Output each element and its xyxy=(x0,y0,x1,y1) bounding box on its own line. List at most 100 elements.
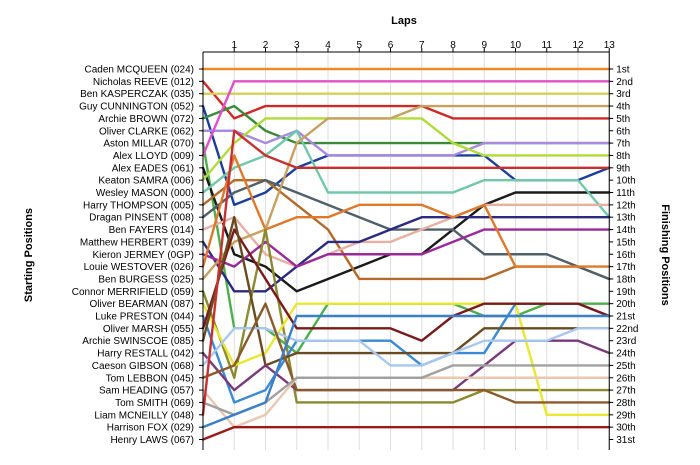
finishing-position-label: 15th xyxy=(616,237,635,248)
lap-tick-label: 7 xyxy=(419,40,425,51)
lap-tick-label: 2 xyxy=(263,40,269,51)
driver-label: Dragan PINSENT (008) xyxy=(89,213,194,224)
series-line-23 xyxy=(201,215,611,367)
finishing-position-label: 8th xyxy=(616,151,630,162)
driver-label: Louie WESTOVER (026) xyxy=(84,262,194,273)
finishing-position-label: 29th xyxy=(616,410,635,421)
series-line-6 xyxy=(201,129,611,157)
driver-label: Ben FAYERS (014) xyxy=(109,225,194,236)
series-line-29 xyxy=(201,129,611,416)
series-line-19 xyxy=(201,228,611,404)
driver-label: Archie SWINSCOE (085) xyxy=(82,336,194,347)
series-line-26 xyxy=(201,302,611,404)
driver-label: Caeson GIBSON (068) xyxy=(92,361,194,372)
driver-label: Harry RESTALL (042) xyxy=(97,349,194,360)
finishing-position-label: 24th xyxy=(616,349,635,360)
series-line-20 xyxy=(201,302,611,416)
finishing-position-label: 20th xyxy=(616,299,635,310)
driver-label: Luke PRESTON (044) xyxy=(95,312,194,323)
finishing-position-label: 7th xyxy=(616,139,630,150)
lap-tick-label: 8 xyxy=(450,40,456,51)
series-line-17 xyxy=(201,154,611,268)
driver-label: Kieron JERMEY (0GP) xyxy=(92,250,194,261)
driver-label: Sam HEADING (057) xyxy=(99,386,194,397)
y-axis-title-left: Starting Positions xyxy=(23,208,35,302)
series-line-11 xyxy=(201,129,611,219)
driver-label: Tom SMITH (069) xyxy=(115,398,194,409)
finishing-position-label: 10th xyxy=(616,176,635,187)
driver-label: Oliver CLARKE (062) xyxy=(99,126,194,137)
series-line-28 xyxy=(201,364,611,416)
driver-label: Caden MCQUEEN (024) xyxy=(85,65,194,76)
driver-label: Alex EADES (061) xyxy=(112,163,194,174)
series-line-30 xyxy=(201,314,611,429)
series-line-22 xyxy=(201,228,611,342)
finishing-position-label: 21st xyxy=(616,312,635,323)
driver-label: Archie BROWN (072) xyxy=(98,114,194,125)
finishing-position-label: 27th xyxy=(616,386,635,397)
finishing-position-label: 22nd xyxy=(616,324,638,335)
driver-label: Matthew HERBERT (039) xyxy=(80,237,194,248)
lap-tick-label: 13 xyxy=(604,40,616,51)
driver-label: Tom LEBBON (045) xyxy=(106,373,194,384)
series-line-31 xyxy=(201,425,611,441)
finishing-position-label: 4th xyxy=(616,102,630,113)
driver-label: Guy CUNNINGTON (052) xyxy=(79,102,194,113)
finishing-position-label: 28th xyxy=(616,398,635,409)
finishing-position-label: 5th xyxy=(616,114,630,125)
driver-label: Liam MCNEILLY (048) xyxy=(94,410,194,421)
finishing-position-label: 26th xyxy=(616,373,635,384)
lap-tick-label: 12 xyxy=(572,40,584,51)
lap-tick-label: 11 xyxy=(542,40,553,51)
lap-tick-label: 5 xyxy=(356,40,362,51)
lap-tick-label: 6 xyxy=(388,40,394,51)
series-layer xyxy=(201,67,611,441)
finishing-position-label: 30th xyxy=(616,423,635,434)
finishing-position-label: 19th xyxy=(616,287,635,298)
finishing-position-label: 31st xyxy=(616,435,635,446)
finishing-position-label: 23rd xyxy=(616,336,636,347)
series-line-2 xyxy=(201,80,611,120)
finishing-position-label: 3rd xyxy=(616,89,630,100)
lap-tick-label: 1 xyxy=(231,40,237,51)
finishing-position-label: 13th xyxy=(616,213,635,224)
series-line-13 xyxy=(201,178,611,281)
finishing-position-label: 11th xyxy=(616,188,635,199)
lap-tick-label: 4 xyxy=(325,40,331,51)
driver-label: Harry THOMPSON (005) xyxy=(83,200,194,211)
finishing-position-label: 2nd xyxy=(616,77,633,88)
driver-label: Connor MERRIFIELD (059) xyxy=(72,287,194,298)
series-line-8 xyxy=(201,80,611,157)
driver-label: Nicholas REEVE (012) xyxy=(93,77,194,88)
driver-label: Aston MILLAR (070) xyxy=(103,139,194,150)
lap-labels: 1 2 3 4 5 6 7 8 9 10 11 12 13 xyxy=(231,40,615,51)
driver-label: Alex LLOYD (009) xyxy=(113,151,194,162)
finishing-position-label: 16th xyxy=(616,250,635,261)
driver-label: Harrison FOX (029) xyxy=(107,423,194,434)
driver-label: Ben KASPERCZAK (035) xyxy=(80,89,194,100)
finishing-position-label: 6th xyxy=(616,126,630,137)
lap-tick-label: 10 xyxy=(510,40,522,51)
finishing-position-label: 14th xyxy=(616,225,635,236)
y-axis-title-right: Finishing Positions xyxy=(659,204,671,305)
lap-tick-label: 3 xyxy=(294,40,300,51)
driver-label: Wesley MASON (000) xyxy=(96,188,194,199)
finishing-position-label: 18th xyxy=(616,274,635,285)
series-line-25 xyxy=(201,327,611,367)
series-line-7 xyxy=(201,141,611,355)
finishing-position-label: 25th xyxy=(616,361,635,372)
driver-label: Oliver MARSH (055) xyxy=(103,324,194,335)
x-axis-title: Laps xyxy=(391,15,417,27)
driver-label: Ben BURGESS (025) xyxy=(98,274,194,285)
series-line-16 xyxy=(201,228,611,268)
finishing-position-label: 17th xyxy=(616,262,635,273)
finishing-position-label: 1st xyxy=(616,65,630,76)
finishing-position-label: 9th xyxy=(616,163,630,174)
axes xyxy=(199,48,614,450)
series-line-10 xyxy=(201,117,611,182)
driver-label: Keaton SAMRA (006) xyxy=(98,176,194,187)
starting-position-labels: Caden MCQUEEN (024)Nicholas REEVE (012)B… xyxy=(72,65,194,447)
lap-tick-label: 9 xyxy=(481,40,487,51)
